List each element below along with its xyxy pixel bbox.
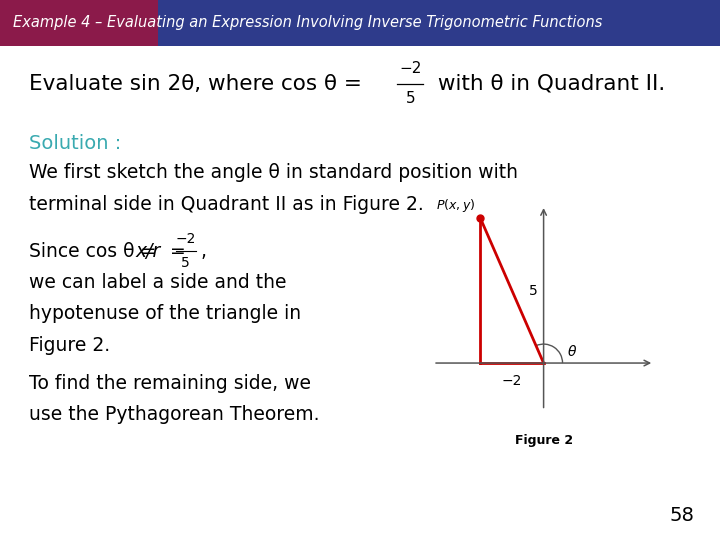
Text: $P(x, y)$: $P(x, y)$	[436, 197, 476, 214]
Text: =: =	[164, 241, 192, 261]
Text: x/r: x/r	[135, 241, 161, 261]
Text: with θ in Quadrant II.: with θ in Quadrant II.	[431, 73, 665, 94]
Text: Evaluate sin 2θ, where cos θ =: Evaluate sin 2θ, where cos θ =	[29, 73, 361, 94]
Text: Example 4 – Evaluating an Expression Involving Inverse Trigonometric Functions: Example 4 – Evaluating an Expression Inv…	[13, 16, 603, 30]
Text: we can label a side and the: we can label a side and the	[29, 273, 287, 292]
Text: use the Pythagorean Theorem.: use the Pythagorean Theorem.	[29, 405, 319, 424]
Text: 5: 5	[529, 284, 538, 298]
Text: ,: ,	[200, 241, 206, 261]
Text: We first sketch the angle θ in standard position with: We first sketch the angle θ in standard …	[29, 163, 518, 183]
Text: −2: −2	[176, 232, 196, 246]
Text: Solution :: Solution :	[29, 133, 121, 153]
Text: −2: −2	[502, 374, 522, 388]
Text: $\theta$: $\theta$	[567, 343, 577, 359]
Text: 5: 5	[181, 256, 190, 270]
Text: Figure 2: Figure 2	[515, 434, 572, 447]
Text: To find the remaining side, we: To find the remaining side, we	[29, 374, 311, 393]
Text: 58: 58	[670, 506, 695, 525]
Text: Figure 2.: Figure 2.	[29, 335, 110, 355]
Bar	[158, 0, 720, 46]
Text: terminal side in Quadrant II as in Figure 2.: terminal side in Quadrant II as in Figur…	[29, 194, 423, 214]
Text: Since cos θ =: Since cos θ =	[29, 241, 162, 261]
Text: 5: 5	[405, 91, 415, 106]
Text: −2: −2	[399, 61, 422, 76]
Bar	[0, 0, 158, 46]
Text: hypotenuse of the triangle in: hypotenuse of the triangle in	[29, 304, 301, 323]
